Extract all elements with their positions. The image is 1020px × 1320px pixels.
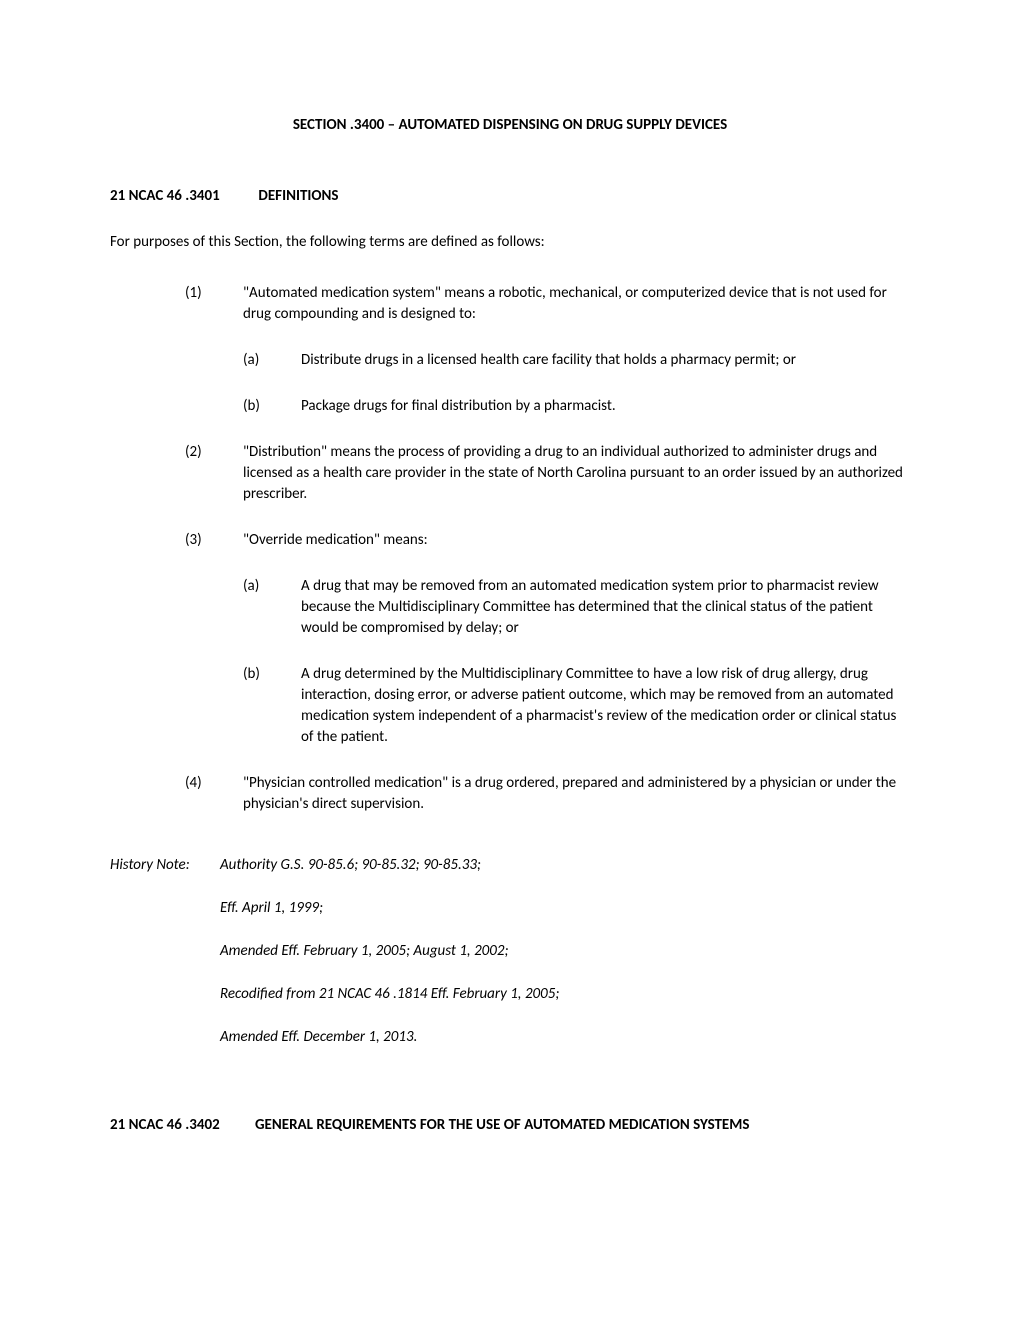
definition-text: "Distribution" means the process of prov… — [243, 443, 903, 503]
history-content: Authority G.S. 90-85.6; 90-85.32; 90-85.… — [220, 855, 910, 1070]
rule-header-3402: 21 NCAC 46 .3402 GENERAL REQUIREMENTS FO… — [110, 1115, 910, 1136]
sub-item: (b) A drug determined by the Multidiscip… — [243, 664, 910, 748]
definition-item: (4) "Physician controlled medication" is… — [185, 773, 910, 815]
rule-code: 21 NCAC 46 .3401 — [110, 186, 255, 207]
definition-number: (3) — [185, 530, 243, 748]
history-line: Amended Eff. February 1, 2005; August 1,… — [220, 941, 910, 962]
definition-number: (1) — [185, 283, 243, 417]
rule-code: 21 NCAC 46 .3402 — [110, 1115, 255, 1136]
definition-number: (2) — [185, 442, 243, 505]
history-line: Eff. April 1, 1999; — [220, 898, 910, 919]
sub-item: (a) Distribute drugs in a licensed healt… — [243, 350, 910, 371]
history-label: History Note: — [110, 855, 220, 1070]
sub-item: (a) A drug that may be removed from an a… — [243, 576, 910, 639]
rule-header-3401: 21 NCAC 46 .3401 DEFINITIONS — [110, 186, 910, 207]
sub-text: A drug determined by the Multidisciplina… — [301, 664, 910, 748]
definition-item: (2) "Distribution" means the process of … — [185, 442, 910, 505]
intro-text: For purposes of this Section, the follow… — [110, 232, 910, 253]
sub-letter: (b) — [243, 396, 301, 417]
sub-item: (b) Package drugs for final distribution… — [243, 396, 910, 417]
history-line: Recodified from 21 NCAC 46 .1814 Eff. Fe… — [220, 984, 910, 1005]
sub-text: A drug that may be removed from an autom… — [301, 576, 910, 639]
definition-content: "Automated medication system" means a ro… — [243, 283, 910, 417]
sub-text: Distribute drugs in a licensed health ca… — [301, 350, 910, 371]
definition-item: (1) "Automated medication system" means … — [185, 283, 910, 417]
definition-number: (4) — [185, 773, 243, 815]
definition-content: "Override medication" means: (a) A drug … — [243, 530, 910, 748]
definition-text: "Physician controlled medication" is a d… — [243, 774, 896, 813]
sub-letter: (a) — [243, 576, 301, 639]
sub-letter: (b) — [243, 664, 301, 748]
history-note: History Note: Authority G.S. 90-85.6; 90… — [110, 855, 910, 1070]
history-line: Authority G.S. 90-85.6; 90-85.32; 90-85.… — [220, 855, 910, 876]
definition-content: "Physician controlled medication" is a d… — [243, 773, 910, 815]
sub-text: Package drugs for final distribution by … — [301, 396, 910, 417]
rule-title: GENERAL REQUIREMENTS FOR THE USE OF AUTO… — [255, 1115, 749, 1136]
sub-letter: (a) — [243, 350, 301, 371]
rule-title: DEFINITIONS — [258, 187, 338, 205]
definition-item: (3) "Override medication" means: (a) A d… — [185, 530, 910, 748]
history-line: Amended Eff. December 1, 2013. — [220, 1027, 910, 1048]
definition-content: "Distribution" means the process of prov… — [243, 442, 910, 505]
definition-text: "Automated medication system" means a ro… — [243, 284, 887, 323]
definition-text: "Override medication" means: — [243, 531, 428, 549]
section-title: SECTION .3400 – AUTOMATED DISPENSING ON … — [110, 115, 910, 136]
